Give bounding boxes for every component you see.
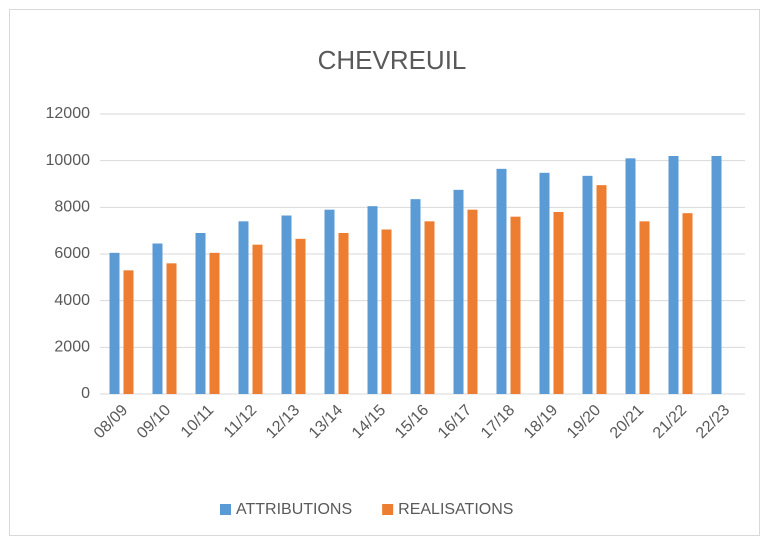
bar <box>152 243 163 394</box>
bar <box>510 216 521 394</box>
bar <box>596 185 607 394</box>
bar <box>281 215 292 394</box>
bar <box>166 263 177 394</box>
bar <box>553 212 564 394</box>
chart-title: CHEVREUIL <box>318 45 467 75</box>
bar <box>467 209 478 394</box>
bar <box>109 252 120 394</box>
bar <box>711 156 722 394</box>
bar <box>209 252 220 394</box>
bar <box>453 189 464 394</box>
legend-label: REALISATIONS <box>398 501 513 518</box>
bar <box>682 213 693 394</box>
bar <box>496 168 507 394</box>
legend-label: ATTRIBUTIONS <box>236 501 352 518</box>
legend-swatch <box>382 504 394 515</box>
bar <box>367 206 378 394</box>
y-tick-label: 4000 <box>54 292 90 309</box>
y-tick-label: 0 <box>81 385 90 402</box>
bar <box>195 233 206 394</box>
bar <box>668 156 679 394</box>
bar <box>252 244 263 394</box>
bar <box>424 221 435 394</box>
bar <box>625 158 636 394</box>
bar <box>338 233 349 394</box>
bar <box>410 199 421 394</box>
bar <box>582 175 593 394</box>
y-tick-label: 6000 <box>54 245 90 262</box>
bar <box>539 172 550 394</box>
bar <box>123 270 134 394</box>
y-tick-label: 2000 <box>54 339 90 356</box>
y-tick-label: 12000 <box>46 105 91 122</box>
legend-swatch <box>220 504 231 515</box>
bar <box>639 221 650 394</box>
y-tick-label: 10000 <box>46 152 91 169</box>
bar <box>324 209 335 394</box>
y-tick-label: 8000 <box>54 199 90 216</box>
bar <box>238 221 249 394</box>
bar <box>381 229 392 394</box>
bar <box>295 238 306 394</box>
